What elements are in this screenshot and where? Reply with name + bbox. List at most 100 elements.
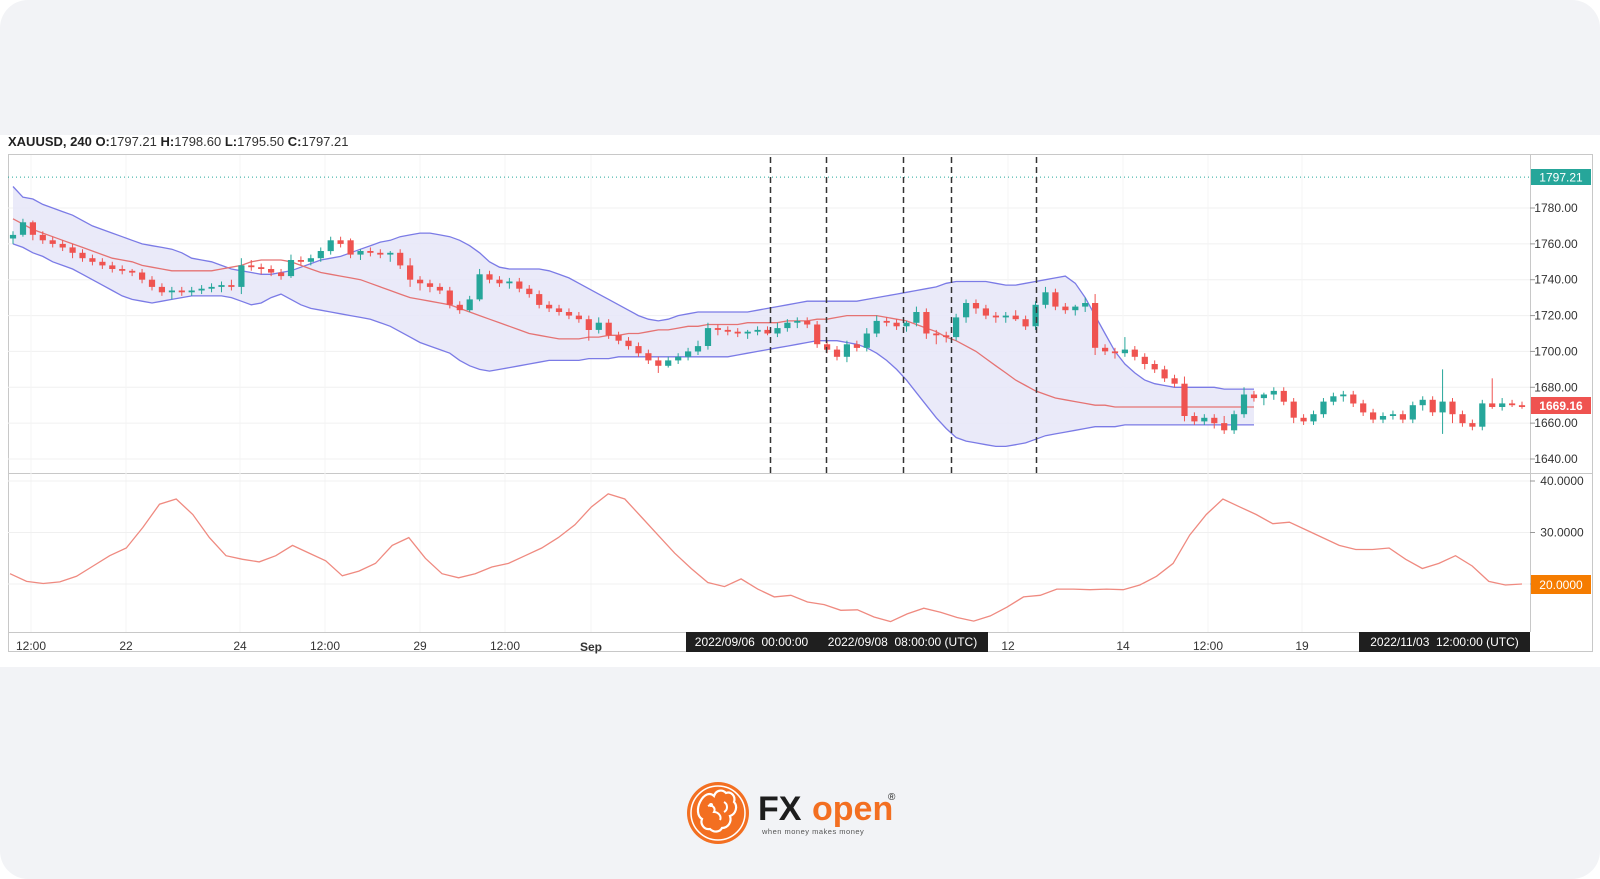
candle-body — [19, 222, 27, 235]
time-label: 19 — [1295, 639, 1309, 653]
price-tick-label: 1740.00 — [1534, 273, 1578, 287]
candle-body — [1499, 403, 1506, 407]
candle-body — [506, 281, 513, 284]
candle-body — [1330, 396, 1337, 402]
candle-body — [218, 285, 225, 287]
candle-body — [417, 279, 424, 284]
ohlc-legend: XAUUSD, 240 O:1797.21 H:1798.60 L:1795.5… — [8, 134, 348, 149]
candle-body — [1062, 306, 1069, 311]
time-tag-right — [1359, 632, 1530, 652]
bollinger-band-fill — [13, 186, 1254, 447]
candle-body — [1429, 399, 1436, 413]
candle-body — [546, 304, 553, 309]
symbol-label: XAUUSD, 240 — [8, 134, 92, 149]
rsi-value-text: 20.0000 — [1539, 578, 1583, 592]
candle-body — [436, 286, 443, 291]
candle-body — [893, 322, 900, 327]
time-label: 22 — [119, 639, 133, 653]
candle-body — [1459, 414, 1466, 424]
candle-body — [158, 286, 165, 293]
price-tick-label: 1720.00 — [1534, 309, 1578, 323]
candle-body — [228, 285, 235, 287]
candle-body — [923, 312, 930, 334]
candle-body — [1310, 414, 1317, 422]
candle-body — [1518, 405, 1526, 407]
candle-body — [208, 286, 215, 289]
candle-body — [9, 234, 17, 239]
candle-body — [645, 353, 652, 361]
candle-body — [1449, 401, 1456, 415]
time-label: 12 — [1001, 639, 1015, 653]
candle-body — [555, 308, 563, 312]
candle-body — [853, 344, 860, 348]
candle-body — [1290, 401, 1297, 418]
candle-body — [883, 320, 890, 323]
high-value: 1798.60 — [174, 134, 222, 149]
time-tag-mid-text: 2022/09/08 08:00:00 (UTC) — [828, 635, 977, 649]
candle-body — [516, 281, 523, 289]
candle-body — [337, 240, 344, 244]
candle-body — [466, 299, 473, 311]
candle-body — [943, 335, 950, 338]
candle-body — [1320, 401, 1327, 415]
candle-body — [1231, 414, 1238, 431]
candle-body — [1022, 319, 1029, 327]
candle-body — [148, 279, 156, 287]
candle-body — [317, 251, 324, 259]
candle-body — [526, 288, 533, 295]
time-label: Sep — [580, 640, 602, 654]
candle-body — [89, 258, 96, 262]
candle-body — [407, 265, 414, 280]
candle-body — [1370, 412, 1377, 420]
candle-body — [585, 319, 592, 330]
candle-body — [1250, 394, 1258, 399]
candle-body — [655, 360, 662, 366]
candle-body — [446, 290, 453, 305]
candle-body — [1489, 403, 1496, 407]
candle-body — [99, 261, 106, 266]
candle-body — [863, 333, 870, 348]
candle-body — [248, 265, 255, 268]
candle-body — [1131, 349, 1138, 357]
price-tick-label: 1780.00 — [1534, 201, 1578, 215]
candle-body — [1042, 292, 1049, 305]
candle-body — [486, 274, 493, 280]
candle-body — [347, 240, 354, 255]
candle-body — [1201, 417, 1208, 422]
candle-body — [1072, 306, 1079, 311]
high-label: H: — [160, 134, 175, 149]
candle-body — [843, 344, 850, 357]
low-label: L: — [224, 134, 238, 149]
candle-body — [754, 329, 761, 332]
candle-body — [287, 260, 295, 277]
candle-body — [69, 247, 76, 253]
candle-body — [1419, 399, 1426, 406]
candles — [9, 218, 1526, 434]
time-label: 29 — [413, 639, 427, 653]
last-price-tag — [1531, 397, 1591, 414]
candle-body — [1032, 304, 1039, 327]
candle-body — [168, 290, 175, 293]
candle-body — [1191, 416, 1198, 422]
candle-body — [377, 252, 384, 255]
candle-body — [615, 335, 622, 341]
candle-body — [1360, 403, 1367, 413]
candle-body — [536, 294, 543, 305]
time-label: 12:00 — [1193, 639, 1223, 653]
candle-body — [109, 265, 116, 269]
candle-body — [724, 329, 731, 332]
logo-open: open — [812, 790, 893, 828]
candle-body — [694, 346, 702, 352]
close-label: C: — [287, 134, 302, 149]
candle-body — [238, 265, 245, 287]
candle-body — [1479, 403, 1486, 427]
date-markers — [769, 157, 1038, 473]
candle-body — [1399, 414, 1406, 420]
candle-body — [268, 269, 275, 273]
candle-body — [804, 320, 811, 325]
fxopen-logo[interactable]: FX open ® when money makes money — [686, 778, 916, 848]
open-label: O: — [95, 134, 110, 149]
candle-body — [1379, 416, 1387, 420]
candle-body — [1092, 303, 1099, 348]
